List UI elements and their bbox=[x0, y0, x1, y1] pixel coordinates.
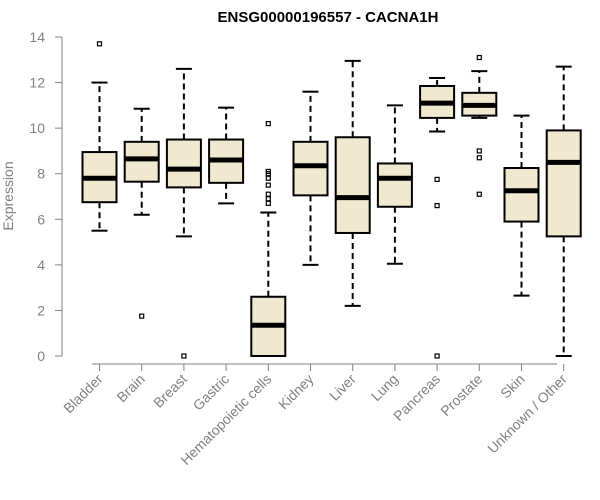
x-tick-label: Kidney bbox=[275, 371, 317, 413]
iqr-box bbox=[503, 167, 540, 223]
y-tick-label: 4 bbox=[37, 257, 45, 273]
outlier-point bbox=[265, 196, 271, 202]
x-tick-label: Bladder bbox=[60, 371, 106, 417]
outlier-point bbox=[476, 54, 482, 61]
x-tick-label: Unknown / Other bbox=[484, 371, 570, 457]
iqr-box bbox=[165, 138, 202, 189]
outlier-point bbox=[434, 176, 440, 183]
box-liver bbox=[334, 59, 371, 307]
outlier-point bbox=[265, 120, 271, 127]
iqr-box bbox=[292, 140, 329, 197]
box-bladder bbox=[81, 41, 118, 232]
iqr-box bbox=[334, 136, 371, 234]
x-tick-label: Prostate bbox=[437, 371, 485, 419]
outlier-point bbox=[434, 353, 440, 359]
box-pancreas bbox=[419, 77, 456, 359]
y-axis-label: Expression bbox=[0, 161, 16, 230]
outlier-point bbox=[265, 182, 271, 188]
x-tick-label: Lung bbox=[368, 371, 401, 404]
box-skin bbox=[503, 114, 540, 297]
outlier-point bbox=[434, 203, 440, 209]
outlier-point bbox=[476, 155, 482, 161]
box-hematopoietic-cells bbox=[250, 120, 287, 357]
y-ticks: 0 2 4 6 8 10 12 14 bbox=[29, 29, 62, 364]
box-breast bbox=[165, 67, 202, 359]
iqr-box bbox=[376, 162, 413, 208]
y-tick-label: 12 bbox=[29, 75, 45, 91]
outlier-point bbox=[265, 191, 271, 197]
x-tick-label: Liver bbox=[326, 371, 359, 404]
box-unknown-other bbox=[545, 65, 582, 357]
y-tick-label: 8 bbox=[37, 166, 45, 182]
box-gastric bbox=[208, 106, 245, 205]
outlier-point bbox=[139, 313, 145, 319]
x-tick-label: Brain bbox=[113, 371, 147, 405]
iqr-box bbox=[123, 140, 160, 183]
outlier-point bbox=[476, 191, 482, 197]
outlier-point bbox=[96, 41, 103, 47]
box-brain bbox=[123, 107, 160, 319]
outlier-point bbox=[265, 175, 271, 181]
y-tick-label: 6 bbox=[37, 211, 45, 227]
x-tick-label: Pancreas bbox=[390, 371, 443, 424]
iqr-box bbox=[545, 129, 582, 238]
y-tick-label: 2 bbox=[37, 302, 45, 318]
y-tick-label: 14 bbox=[29, 29, 45, 45]
outlier-point bbox=[265, 200, 271, 206]
box-lung bbox=[376, 104, 413, 265]
y-tick-label: 0 bbox=[37, 348, 45, 364]
outlier-point bbox=[265, 168, 271, 175]
outlier-point bbox=[476, 148, 482, 154]
box-prostate bbox=[461, 54, 498, 197]
y-tick-label: 10 bbox=[29, 120, 45, 136]
outlier-point bbox=[181, 353, 187, 359]
x-tick-label: Skin bbox=[497, 371, 528, 402]
boxes bbox=[81, 41, 582, 359]
x-tick-label: Breast bbox=[150, 371, 190, 411]
chart-title: ENSG00000196557 - CACNA1H bbox=[218, 9, 439, 26]
box-kidney bbox=[292, 90, 329, 266]
